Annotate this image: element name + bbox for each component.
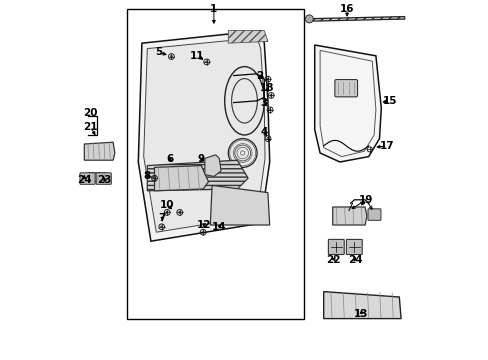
FancyBboxPatch shape [346, 239, 362, 255]
Text: 5: 5 [155, 47, 162, 57]
Text: 24: 24 [347, 255, 362, 265]
Bar [127, 9, 303, 319]
Polygon shape [138, 31, 269, 241]
Polygon shape [84, 142, 115, 160]
Text: 4: 4 [260, 127, 267, 138]
Circle shape [205, 61, 207, 63]
Polygon shape [307, 17, 404, 21]
Text: 14: 14 [212, 222, 226, 232]
Text: 16: 16 [339, 4, 354, 14]
Text: 22: 22 [326, 255, 340, 265]
Text: 2: 2 [256, 71, 263, 81]
Text: 1: 1 [210, 4, 217, 14]
Polygon shape [210, 185, 269, 225]
Circle shape [268, 109, 270, 111]
Circle shape [166, 211, 168, 213]
Circle shape [305, 15, 313, 23]
Text: 15: 15 [382, 96, 397, 106]
Polygon shape [154, 166, 208, 191]
Text: 20: 20 [83, 108, 98, 118]
Circle shape [269, 94, 272, 96]
Text: 17: 17 [379, 141, 393, 151]
Text: 13: 13 [353, 309, 368, 319]
Circle shape [266, 78, 268, 80]
FancyBboxPatch shape [96, 173, 111, 184]
Text: 18: 18 [259, 83, 273, 93]
Polygon shape [204, 155, 221, 176]
Text: 7: 7 [159, 213, 166, 223]
Text: 24: 24 [77, 175, 91, 185]
Circle shape [202, 231, 204, 233]
Text: 9: 9 [197, 154, 204, 164]
Text: 11: 11 [189, 51, 204, 61]
Polygon shape [88, 173, 107, 182]
Text: 19: 19 [358, 195, 373, 205]
Circle shape [266, 138, 268, 140]
Polygon shape [332, 207, 366, 225]
Text: 6: 6 [165, 154, 173, 164]
Circle shape [160, 226, 163, 228]
Circle shape [178, 211, 181, 213]
Polygon shape [143, 38, 264, 232]
Text: 10: 10 [160, 200, 174, 210]
Text: 3: 3 [260, 98, 267, 108]
FancyBboxPatch shape [367, 209, 380, 220]
Polygon shape [228, 31, 267, 43]
Text: 23: 23 [98, 175, 112, 185]
Circle shape [153, 177, 155, 179]
Text: 21: 21 [83, 122, 98, 132]
Text: 12: 12 [197, 220, 211, 230]
Polygon shape [314, 45, 381, 162]
Text: 8: 8 [142, 171, 150, 181]
Circle shape [170, 55, 172, 58]
Polygon shape [323, 292, 400, 319]
Polygon shape [147, 160, 247, 191]
FancyBboxPatch shape [328, 239, 344, 255]
FancyBboxPatch shape [334, 80, 357, 97]
FancyBboxPatch shape [80, 173, 95, 184]
